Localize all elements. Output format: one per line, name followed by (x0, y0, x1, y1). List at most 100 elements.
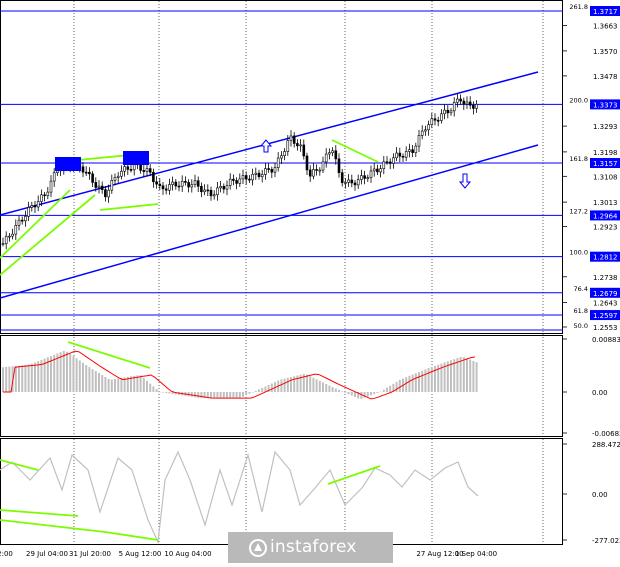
candle (148, 164, 152, 177)
candle (347, 174, 350, 187)
macd-bar (338, 389, 340, 392)
candle-body (369, 170, 373, 179)
candle-body (408, 149, 411, 152)
candle-body (440, 113, 443, 121)
candle (324, 148, 328, 168)
candle (107, 184, 110, 203)
candle-body (337, 158, 341, 173)
macd-bar (341, 391, 344, 392)
candle (91, 171, 94, 188)
macd-bar (434, 365, 436, 392)
candle-body (4, 235, 8, 244)
candle-body (184, 180, 187, 183)
macd-bar (149, 383, 152, 392)
macd-bar (190, 392, 193, 397)
candle-body (193, 180, 197, 185)
price-tick-9: 1.2643 (593, 300, 618, 308)
candle-body (17, 219, 21, 226)
macd-bar (158, 391, 161, 393)
macd-bar (2, 367, 4, 392)
candle-body (427, 124, 430, 131)
macd-bar (344, 392, 347, 393)
macd-bar (200, 392, 203, 399)
candle (462, 97, 466, 110)
candle (216, 181, 219, 201)
candle (36, 195, 40, 212)
macd-bar (120, 377, 123, 392)
candle-body (324, 153, 328, 163)
candle-body (225, 185, 229, 190)
macd-bar (107, 378, 110, 392)
cci-divergence-line-0 (0, 459, 39, 471)
candle (280, 151, 283, 164)
candle-body (430, 118, 434, 125)
price-axis: 1.3717 1.3373 1.3157 1.2964 1.2812 1.2679 1.25… (563, 6, 620, 332)
candle-body (100, 185, 104, 190)
candle (456, 93, 459, 108)
macd-bar (238, 392, 241, 399)
candle (81, 162, 85, 178)
macd-bar (357, 392, 360, 399)
candle-body (318, 169, 322, 172)
macd-bar (443, 362, 446, 392)
macd-bar (331, 387, 334, 392)
candle (168, 178, 171, 195)
candle-body (347, 179, 350, 183)
candle (27, 201, 30, 222)
macd-bar (251, 392, 254, 393)
macd-signal-line (3, 350, 476, 400)
candle (190, 179, 194, 193)
macd-bar (328, 385, 331, 392)
candle (187, 179, 190, 193)
price-tag-1.2812 (590, 251, 620, 262)
macd-bar (162, 392, 164, 393)
candle-body (401, 155, 405, 158)
candle (206, 184, 210, 197)
macd-bar (274, 382, 276, 392)
cci-indicator: 288.4729 0.00 -277.023 (0, 441, 620, 545)
candle (385, 156, 389, 165)
candle-body (24, 216, 27, 222)
price-tick-2: 1.3478 (593, 73, 618, 81)
candle-body (411, 149, 414, 153)
macd-divergence-line (67, 341, 151, 369)
macd-bar (142, 378, 145, 392)
macd-panel-frame (0, 335, 563, 437)
candle (164, 184, 168, 195)
divergence-lines-price (0, 139, 379, 276)
macd-bar (312, 377, 315, 392)
candle (276, 152, 280, 172)
candle (340, 168, 344, 187)
candle-body (216, 187, 219, 196)
candle (158, 178, 162, 191)
macd-bar (5, 366, 8, 392)
candle (302, 139, 306, 160)
macd-bar (91, 369, 94, 392)
macd-bar (261, 387, 264, 392)
candle-body (315, 169, 318, 171)
candle (449, 108, 453, 116)
candle (120, 165, 123, 180)
candle-body (296, 143, 299, 147)
candle-body (107, 189, 110, 198)
candle (228, 173, 232, 190)
candle-body (456, 98, 459, 103)
candle (308, 165, 312, 182)
candle-body (331, 150, 334, 154)
candle (4, 231, 8, 250)
macd-bar (117, 378, 120, 392)
divergence-line-1 (0, 194, 96, 276)
macd-tick-0: 0.00883 (592, 336, 620, 344)
candle (142, 165, 146, 178)
candle-body (289, 135, 293, 141)
candle-body (91, 173, 94, 183)
candle-body (14, 225, 18, 235)
cci-divergence-line-1 (0, 509, 79, 517)
candle-body (443, 109, 446, 115)
candle (350, 174, 354, 188)
macd-bar (8, 366, 11, 392)
candle (235, 177, 238, 190)
macd-bar (370, 392, 372, 396)
macd-bar (408, 375, 411, 392)
